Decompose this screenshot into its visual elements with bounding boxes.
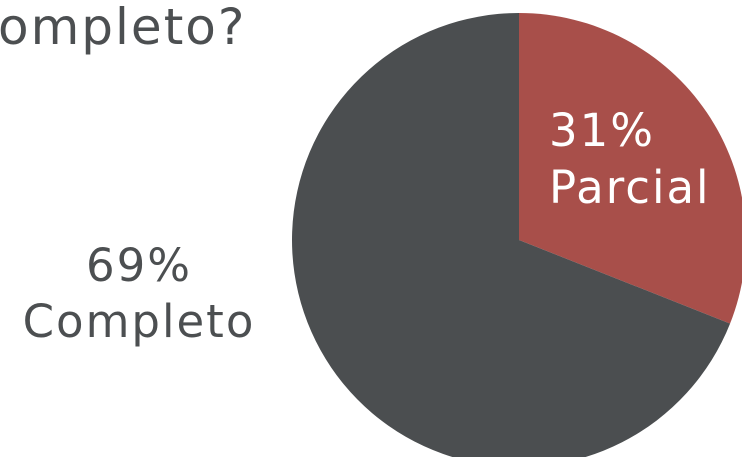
slice-label-completo: 69% Completo xyxy=(0,238,278,350)
pie-slice-completo xyxy=(292,13,731,457)
slice-name-completo: Completo xyxy=(22,295,256,348)
slice-percent-parcial: 31% xyxy=(549,104,656,157)
slice-name-parcial: Parcial xyxy=(549,161,711,214)
chart-title: ompleto? xyxy=(0,0,247,56)
slice-label-parcial: 31% Parcial xyxy=(549,102,711,216)
pie-slice-parcial xyxy=(519,13,742,324)
slice-percent-completo: 69% xyxy=(85,239,193,292)
